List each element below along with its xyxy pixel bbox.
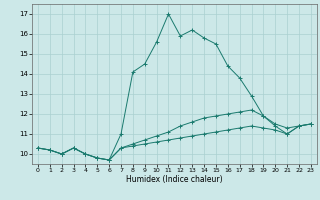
X-axis label: Humidex (Indice chaleur): Humidex (Indice chaleur): [126, 175, 223, 184]
